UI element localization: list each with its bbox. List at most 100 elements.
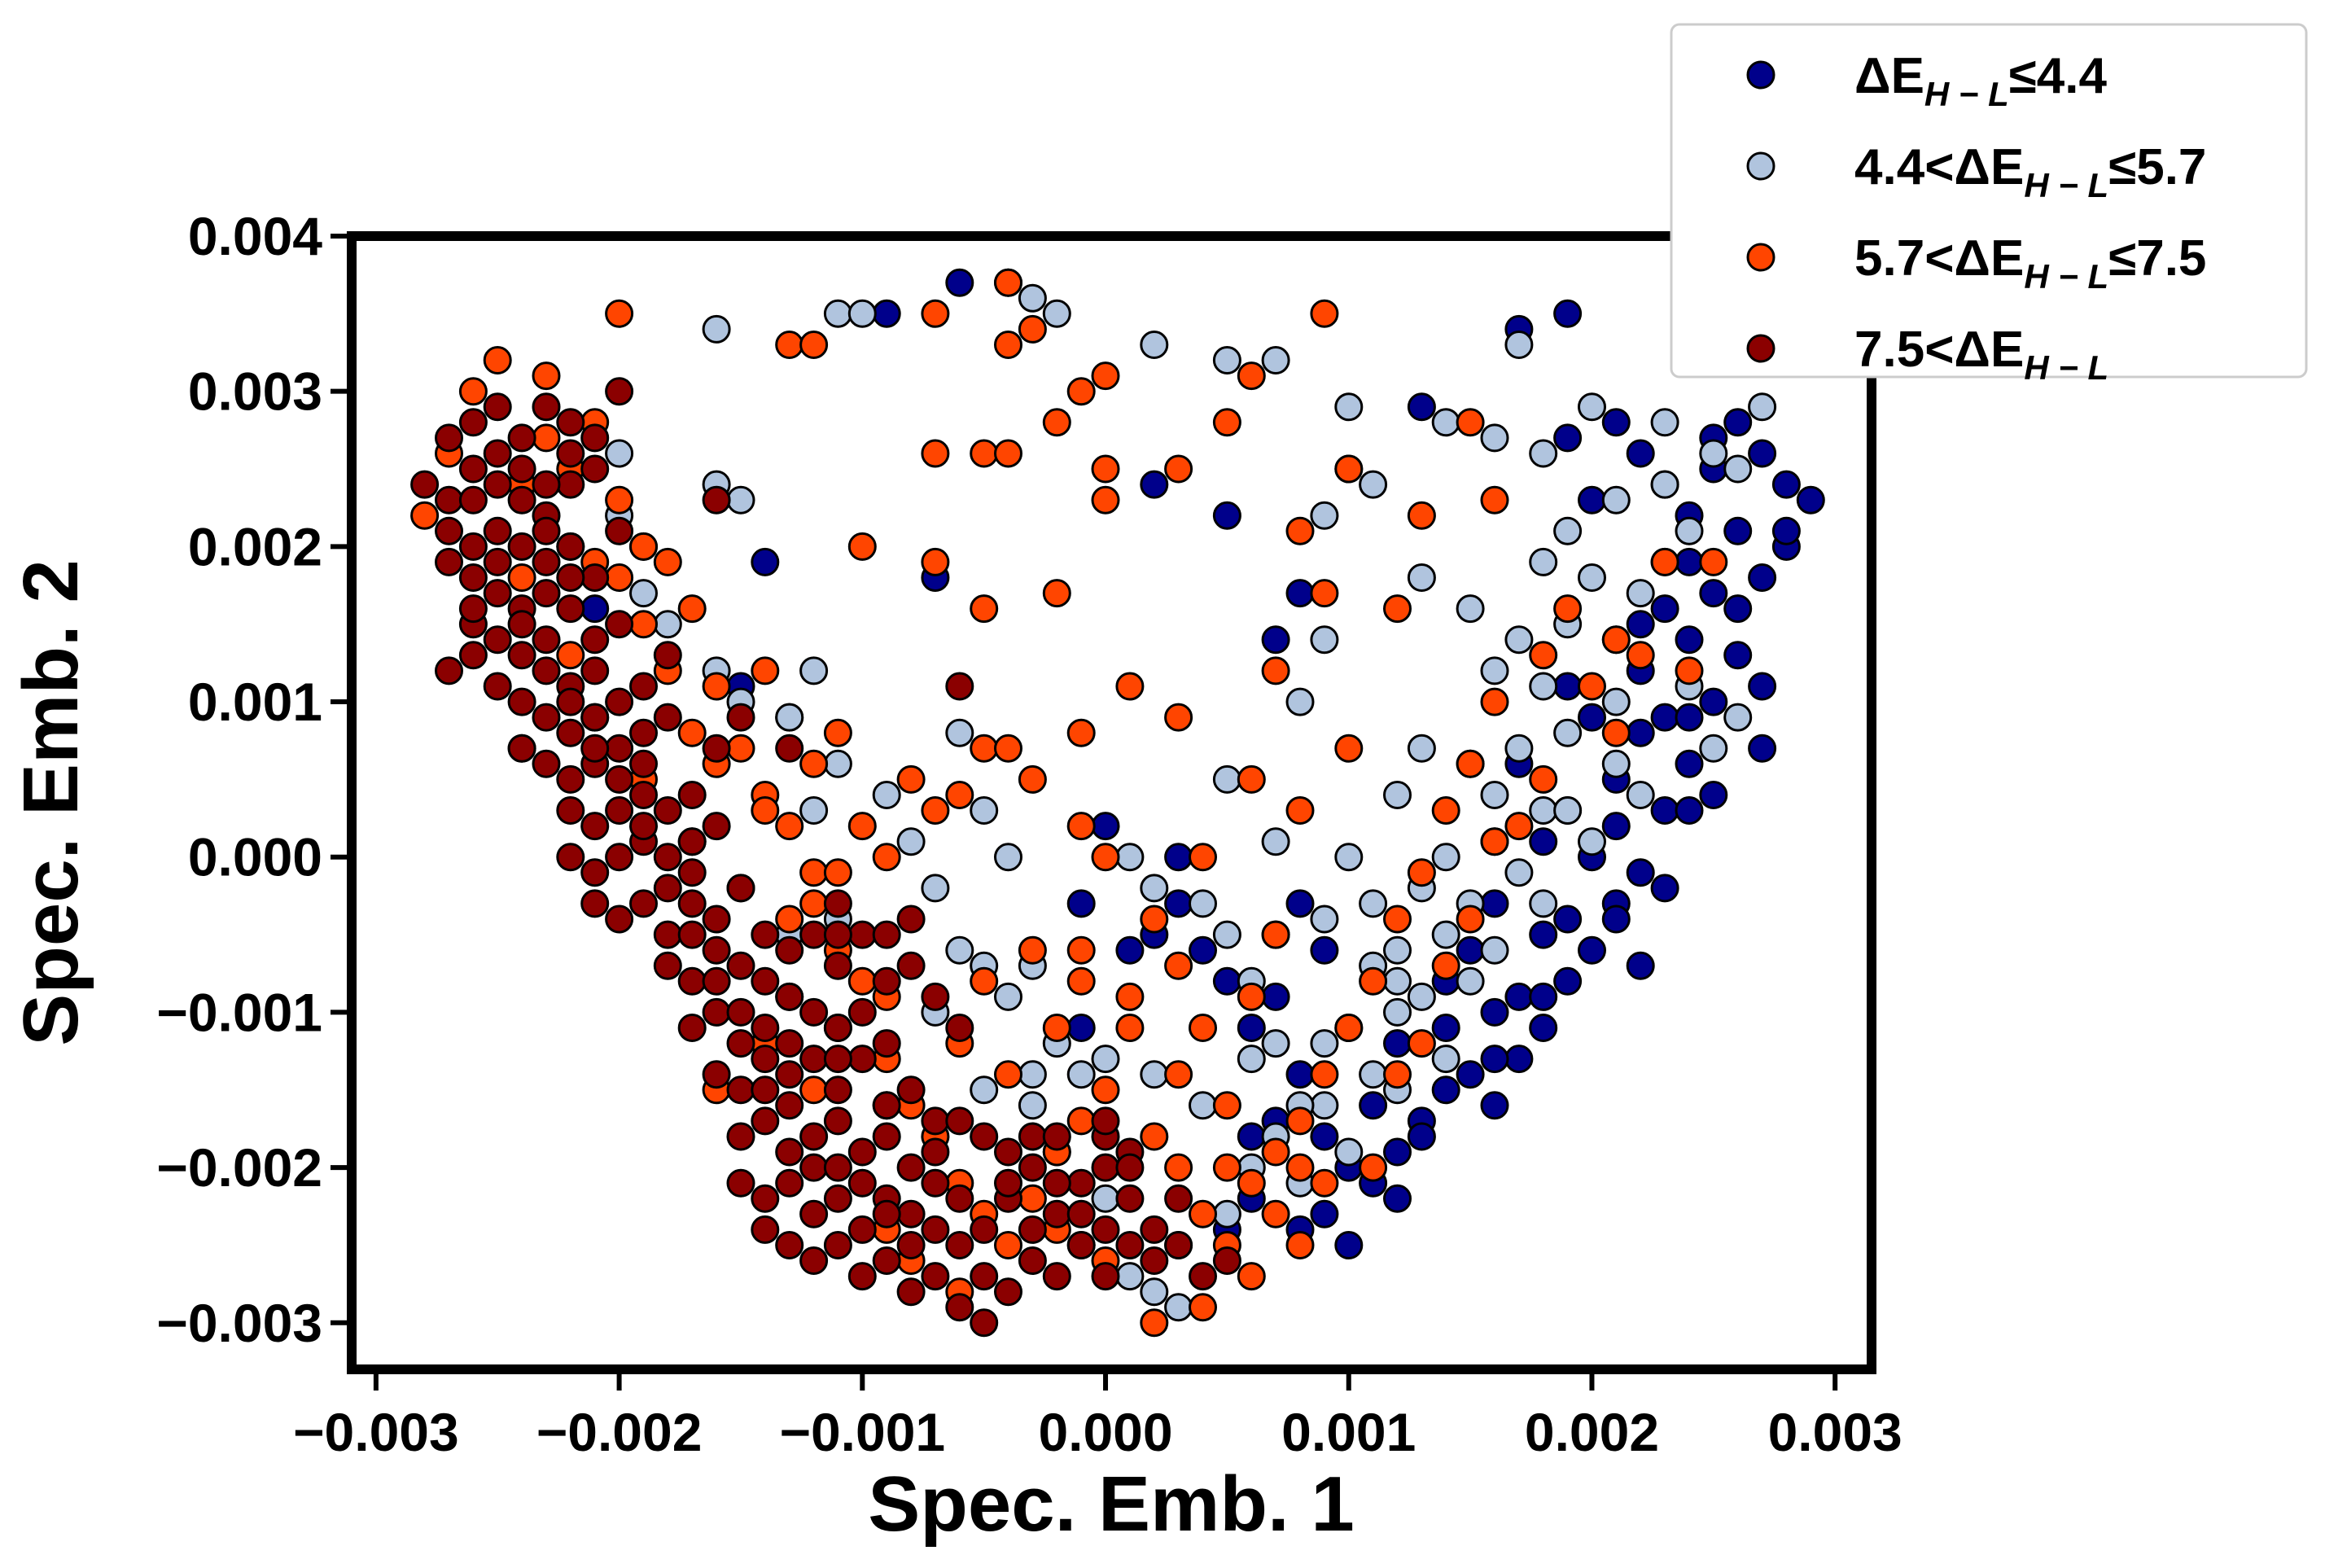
- data-point: [1164, 454, 1193, 484]
- data-point: [1456, 904, 1485, 934]
- data-point: [1529, 547, 1558, 576]
- data-point: [1310, 904, 1339, 934]
- data-point: [580, 423, 610, 453]
- data-point: [1212, 764, 1241, 794]
- data-point: [1115, 1231, 1145, 1259]
- data-point: [605, 516, 634, 545]
- data-point: [1334, 1014, 1364, 1042]
- data-point: [921, 1215, 950, 1244]
- data-point: [1431, 1075, 1460, 1105]
- data-point: [1285, 1060, 1315, 1089]
- data-point: [994, 982, 1022, 1011]
- plot-frame: [347, 231, 1876, 1374]
- data-point: [605, 563, 634, 592]
- data-point: [1261, 346, 1290, 374]
- data-point: [726, 1122, 755, 1151]
- data-point: [702, 485, 731, 515]
- data-point: [702, 734, 731, 763]
- data-point: [507, 485, 536, 515]
- data-point: [580, 656, 610, 685]
- data-point: [702, 935, 731, 965]
- data-point: [1431, 843, 1460, 872]
- data-point: [605, 843, 634, 872]
- data-point: [1115, 982, 1145, 1011]
- data-point: [1407, 858, 1436, 887]
- data-point: [1383, 935, 1412, 965]
- data-point: [847, 1215, 877, 1244]
- data-point: [1723, 516, 1753, 545]
- legend-marker: [1746, 243, 1775, 272]
- data-point: [605, 485, 634, 515]
- data-point: [1699, 579, 1728, 608]
- data-point: [1042, 1122, 1071, 1151]
- data-point: [605, 764, 634, 794]
- data-point: [775, 1137, 804, 1167]
- data-point: [580, 812, 610, 841]
- legend: ΔEH − L≤4.4 4.4<ΔEH − L≤5.7 5.7<ΔEH − L≤7.…: [1670, 23, 2308, 387]
- data-point: [1359, 1060, 1388, 1089]
- data-point: [1042, 1199, 1071, 1229]
- data-point: [1066, 889, 1096, 918]
- data-point: [1529, 982, 1558, 1011]
- data-point: [580, 734, 610, 763]
- data-point: [994, 1231, 1022, 1259]
- data-point: [1407, 1122, 1436, 1151]
- data-point: [1091, 1106, 1120, 1136]
- data-point: [1261, 982, 1290, 1011]
- data-point: [1018, 1246, 1047, 1275]
- data-point: [1310, 1168, 1339, 1198]
- data-point: [1431, 796, 1460, 825]
- data-point: [775, 1029, 804, 1058]
- data-point: [1529, 641, 1558, 670]
- data-point: [435, 485, 463, 515]
- data-point: [945, 1231, 974, 1259]
- legend-label: ΔEH − L≤4.4: [1854, 48, 2108, 113]
- data-point: [1066, 1231, 1096, 1259]
- data-point: [799, 997, 829, 1027]
- data-point: [823, 1153, 852, 1182]
- data-point: [1480, 485, 1509, 515]
- x-axis: −0.003 −0.002 −0.001 0.000 0.001 0.002 0.003: [293, 1374, 1902, 1462]
- data-point: [1237, 1168, 1266, 1198]
- data-point: [921, 1168, 950, 1198]
- data-point: [507, 687, 536, 716]
- data-point: [653, 796, 682, 825]
- data-point: [1310, 625, 1339, 655]
- data-point: [872, 1122, 901, 1151]
- data-point: [1359, 470, 1388, 499]
- data-point: [1504, 812, 1534, 841]
- data-point: [751, 656, 780, 685]
- data-point: [1091, 1045, 1120, 1074]
- data-point: [1164, 889, 1193, 918]
- data-point: [1261, 1199, 1290, 1229]
- data-point: [507, 563, 536, 592]
- data-point: [1310, 1091, 1339, 1120]
- data-point: [775, 1168, 804, 1198]
- legend-frame: [1670, 23, 2308, 379]
- data-point: [1601, 812, 1631, 841]
- data-point: [921, 1137, 950, 1167]
- data-point: [653, 641, 682, 670]
- data-point: [532, 625, 561, 655]
- data-point: [921, 796, 950, 825]
- data-point: [994, 439, 1022, 468]
- data-point: [945, 1293, 974, 1322]
- data-point: [970, 1262, 999, 1291]
- data-point: [1018, 1091, 1047, 1120]
- data-point: [1334, 1231, 1364, 1259]
- series-4: [410, 377, 1241, 1338]
- data-point: [1578, 935, 1606, 965]
- data-point: [726, 997, 755, 1027]
- data-point: [847, 997, 877, 1027]
- data-point: [872, 1029, 901, 1058]
- data-point: [1723, 641, 1753, 670]
- data-point: [1066, 935, 1096, 965]
- data-point: [726, 703, 755, 732]
- data-point: [751, 920, 780, 949]
- data-point: [605, 299, 634, 328]
- data-point: [1237, 982, 1266, 1011]
- data-point: [970, 1215, 999, 1244]
- data-point: [483, 625, 512, 655]
- data-point: [653, 874, 682, 903]
